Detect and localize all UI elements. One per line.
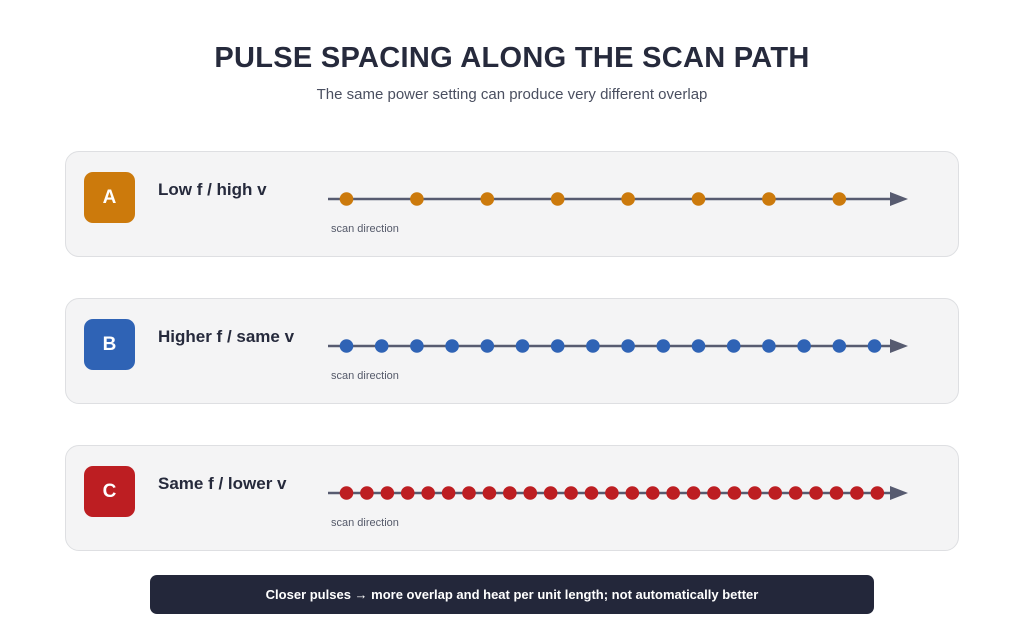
pulse-dot bbox=[380, 486, 395, 500]
pulse-dot bbox=[482, 486, 497, 500]
scan-direction-caption-c: scan direction bbox=[331, 517, 399, 529]
row-panel-b: B Higher f / same v scan direction bbox=[65, 298, 959, 404]
row-label-c: Same f / lower v bbox=[158, 474, 287, 493]
pulse-dot bbox=[584, 486, 599, 500]
pulse-dot bbox=[462, 486, 476, 500]
pulse-dot bbox=[850, 486, 864, 500]
scan-arrowhead bbox=[890, 486, 908, 500]
pulse-dot bbox=[339, 192, 354, 206]
pulse-dot bbox=[339, 486, 354, 500]
diagram-subtitle: The same power setting can produce very … bbox=[316, 86, 708, 103]
pulse-dot bbox=[374, 339, 389, 353]
scan-arrowhead bbox=[890, 339, 908, 353]
row-badge-a: A bbox=[84, 172, 135, 223]
row-panel-a: A Low f / high v scan direction bbox=[65, 151, 959, 257]
pulse-dot bbox=[421, 486, 435, 500]
pulse-dot bbox=[550, 339, 565, 353]
pulse-dot bbox=[621, 339, 635, 353]
pulse-track-a bbox=[328, 192, 908, 206]
pulse-dot bbox=[515, 339, 530, 353]
pulse-dot bbox=[762, 192, 776, 206]
pulse-dot bbox=[726, 339, 741, 353]
pulse-track-c bbox=[328, 486, 908, 500]
pulse-dot bbox=[503, 486, 517, 500]
pulse-dot bbox=[809, 486, 823, 500]
pulse-dot bbox=[768, 486, 783, 500]
pulse-dot bbox=[410, 192, 424, 206]
footer-note: Closer pulses → more overlap and heat pe… bbox=[150, 575, 874, 614]
pulse-dot bbox=[656, 339, 671, 353]
pulse-dot bbox=[445, 339, 459, 353]
pulse-dot bbox=[762, 339, 776, 353]
pulse-dot bbox=[339, 339, 354, 353]
pulse-dot bbox=[691, 339, 706, 353]
pulse-dot bbox=[727, 486, 742, 500]
row-panel-c: C Same f / lower v scan direction bbox=[65, 445, 959, 551]
pulse-dot bbox=[400, 486, 415, 500]
row-badge-c: C bbox=[84, 466, 135, 517]
pulse-dot bbox=[625, 486, 640, 500]
pulse-dot bbox=[666, 486, 680, 500]
pulse-dot bbox=[686, 486, 701, 500]
pulse-dot bbox=[832, 339, 847, 353]
scan-direction-caption-b: scan direction bbox=[331, 370, 399, 382]
row-badge-b: B bbox=[84, 319, 135, 370]
row-label-b: Higher f / same v bbox=[158, 327, 295, 346]
pulse-dot bbox=[788, 486, 803, 500]
pulse-dot bbox=[645, 486, 660, 500]
pulse-dot bbox=[867, 339, 882, 353]
pulse-dot bbox=[550, 192, 565, 206]
pulse-dot bbox=[870, 486, 885, 500]
pulse-track-b bbox=[328, 339, 908, 353]
pulse-dot bbox=[691, 192, 706, 206]
pulse-dot bbox=[621, 192, 635, 206]
pulse-dot bbox=[410, 339, 424, 353]
pulse-dot bbox=[523, 486, 538, 500]
pulse-dot bbox=[360, 486, 374, 500]
row-label-a: Low f / high v bbox=[158, 180, 267, 199]
pulse-dot bbox=[832, 192, 847, 206]
pulse-dot bbox=[564, 486, 578, 500]
pulse-dot bbox=[480, 339, 495, 353]
pulse-dot bbox=[707, 486, 721, 500]
pulse-dot bbox=[586, 339, 600, 353]
pulse-dot bbox=[441, 486, 456, 500]
pulse-dot bbox=[480, 192, 495, 206]
pulse-dot bbox=[605, 486, 619, 500]
diagram-title: PULSE SPACING ALONG THE SCAN PATH bbox=[214, 42, 810, 74]
pulse-dot bbox=[543, 486, 558, 500]
scan-arrowhead bbox=[890, 192, 908, 206]
pulse-dot bbox=[797, 339, 811, 353]
scan-direction-caption-a: scan direction bbox=[331, 223, 399, 235]
pulse-dot bbox=[829, 486, 844, 500]
pulse-dot bbox=[748, 486, 762, 500]
